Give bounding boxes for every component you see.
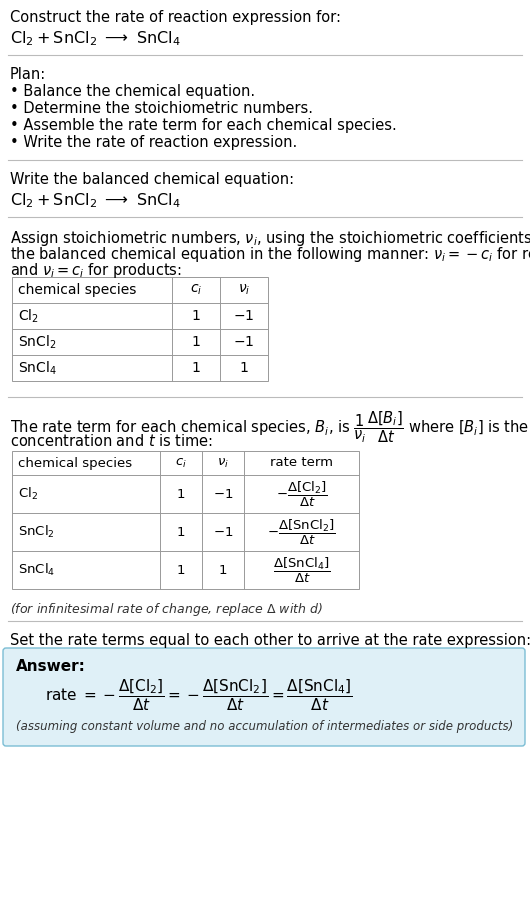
Text: $\mathrm{Cl_2}$: $\mathrm{Cl_2}$ xyxy=(18,486,38,502)
Text: • Balance the chemical equation.: • Balance the chemical equation. xyxy=(10,84,255,99)
Text: The rate term for each chemical species, $B_i$, is $\dfrac{1}{\nu_i}\dfrac{\Delt: The rate term for each chemical species,… xyxy=(10,409,530,445)
Text: $\mathrm{SnCl_2}$: $\mathrm{SnCl_2}$ xyxy=(18,524,55,540)
Text: Answer:: Answer: xyxy=(16,659,86,674)
Text: 1: 1 xyxy=(191,361,200,375)
Text: 1: 1 xyxy=(191,309,200,323)
Text: $-\dfrac{\Delta[\mathrm{SnCl_2}]}{\Delta t}$: $-\dfrac{\Delta[\mathrm{SnCl_2}]}{\Delta… xyxy=(267,518,336,547)
Text: Plan:: Plan: xyxy=(10,67,46,82)
Text: the balanced chemical equation in the following manner: $\nu_i = -c_i$ for react: the balanced chemical equation in the fo… xyxy=(10,245,530,264)
Text: 1: 1 xyxy=(176,563,186,577)
Bar xyxy=(12,451,359,589)
FancyBboxPatch shape xyxy=(3,648,525,746)
Text: rate $= -\dfrac{\Delta[\mathrm{Cl_2}]}{\Delta t} = -\dfrac{\Delta[\mathrm{SnCl_2: rate $= -\dfrac{\Delta[\mathrm{Cl_2}]}{\… xyxy=(45,677,353,713)
Text: $\mathrm{Cl_2 + SnCl_2 \ \longrightarrow \ SnCl_4}$: $\mathrm{Cl_2 + SnCl_2 \ \longrightarrow… xyxy=(10,29,181,47)
Text: • Assemble the rate term for each chemical species.: • Assemble the rate term for each chemic… xyxy=(10,118,397,133)
Text: $\mathrm{SnCl_4}$: $\mathrm{SnCl_4}$ xyxy=(18,359,57,377)
Text: $1$: $1$ xyxy=(239,361,249,375)
Text: (for infinitesimal rate of change, replace $\Delta$ with $d$): (for infinitesimal rate of change, repla… xyxy=(10,601,323,618)
Text: $\nu_i$: $\nu_i$ xyxy=(217,457,229,470)
Bar xyxy=(12,277,268,381)
Text: concentration and $t$ is time:: concentration and $t$ is time: xyxy=(10,433,213,449)
Text: $\mathrm{Cl_2 + SnCl_2 \ \longrightarrow \ SnCl_4}$: $\mathrm{Cl_2 + SnCl_2 \ \longrightarrow… xyxy=(10,191,181,209)
Text: rate term: rate term xyxy=(270,457,333,470)
Text: $\nu_i$: $\nu_i$ xyxy=(238,283,250,298)
Text: • Determine the stoichiometric numbers.: • Determine the stoichiometric numbers. xyxy=(10,101,313,116)
Text: (assuming constant volume and no accumulation of intermediates or side products): (assuming constant volume and no accumul… xyxy=(16,720,513,733)
Text: $-1$: $-1$ xyxy=(233,309,254,323)
Text: • Write the rate of reaction expression.: • Write the rate of reaction expression. xyxy=(10,135,297,150)
Text: $\dfrac{\Delta[\mathrm{SnCl_4}]}{\Delta t}$: $\dfrac{\Delta[\mathrm{SnCl_4}]}{\Delta … xyxy=(273,555,330,584)
Text: chemical species: chemical species xyxy=(18,457,132,470)
Text: $c_i$: $c_i$ xyxy=(175,457,187,470)
Text: $c_i$: $c_i$ xyxy=(190,283,202,298)
Text: $-1$: $-1$ xyxy=(213,488,233,501)
Text: $1$: $1$ xyxy=(218,563,227,577)
Text: and $\nu_i = c_i$ for products:: and $\nu_i = c_i$ for products: xyxy=(10,261,182,280)
Text: Construct the rate of reaction expression for:: Construct the rate of reaction expressio… xyxy=(10,10,341,25)
Text: Write the balanced chemical equation:: Write the balanced chemical equation: xyxy=(10,172,294,187)
Text: 1: 1 xyxy=(176,525,186,539)
Text: $\mathrm{Cl_2}$: $\mathrm{Cl_2}$ xyxy=(18,308,39,325)
Text: $-\dfrac{\Delta[\mathrm{Cl_2}]}{\Delta t}$: $-\dfrac{\Delta[\mathrm{Cl_2}]}{\Delta t… xyxy=(276,480,328,509)
Text: 1: 1 xyxy=(191,335,200,349)
Text: $\mathrm{SnCl_4}$: $\mathrm{SnCl_4}$ xyxy=(18,562,55,578)
Text: Assign stoichiometric numbers, $\nu_i$, using the stoichiometric coefficients, $: Assign stoichiometric numbers, $\nu_i$, … xyxy=(10,229,530,248)
Text: Set the rate terms equal to each other to arrive at the rate expression:: Set the rate terms equal to each other t… xyxy=(10,633,530,648)
Text: $-1$: $-1$ xyxy=(233,335,254,349)
Text: $\mathrm{SnCl_2}$: $\mathrm{SnCl_2}$ xyxy=(18,333,57,350)
Text: 1: 1 xyxy=(176,488,186,501)
Text: $-1$: $-1$ xyxy=(213,525,233,539)
Text: chemical species: chemical species xyxy=(18,283,136,297)
